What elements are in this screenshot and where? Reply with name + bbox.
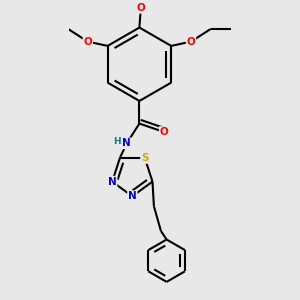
Text: O: O bbox=[136, 3, 145, 13]
Text: O: O bbox=[160, 127, 169, 137]
Text: N: N bbox=[128, 191, 137, 201]
Text: N: N bbox=[122, 138, 131, 148]
Text: O: O bbox=[83, 37, 92, 47]
Text: O: O bbox=[187, 37, 195, 47]
Text: N: N bbox=[108, 177, 117, 187]
Text: H: H bbox=[113, 137, 121, 146]
Text: S: S bbox=[141, 153, 148, 163]
